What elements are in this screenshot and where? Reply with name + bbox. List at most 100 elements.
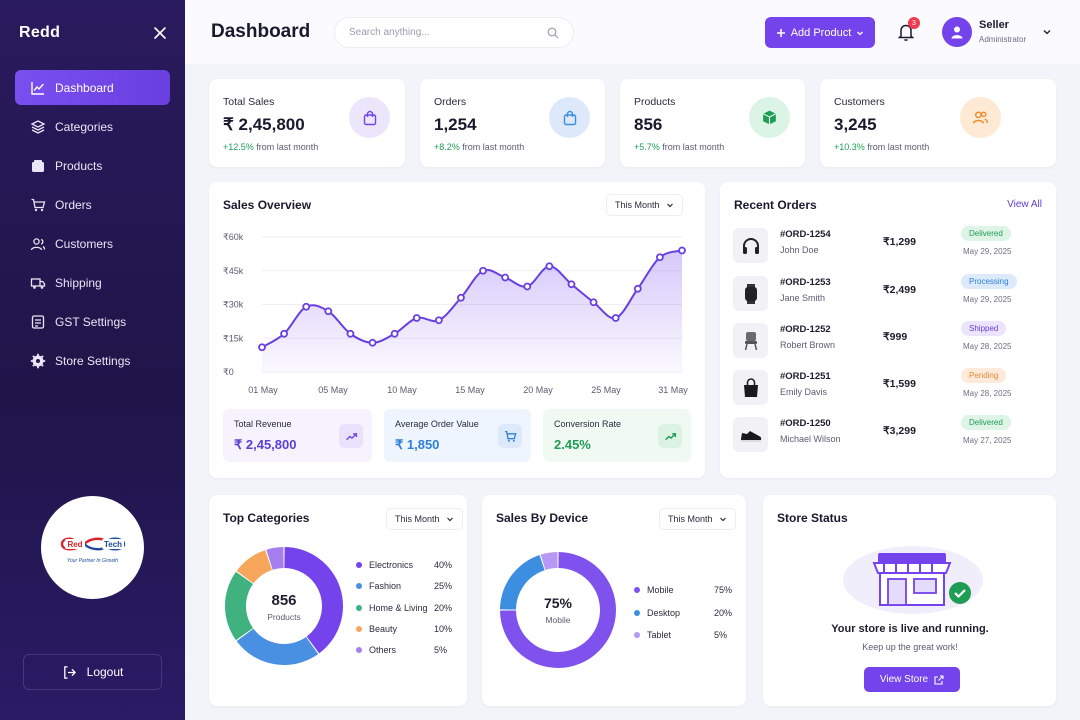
truck-icon xyxy=(30,277,46,289)
chart-line-icon xyxy=(31,81,44,95)
legend-label: Mobile xyxy=(647,585,674,595)
sidebar-item-label: GST Settings xyxy=(55,314,127,329)
period-dropdown[interactable]: This Month xyxy=(606,194,683,216)
legend-label: Tablet xyxy=(647,630,672,640)
stat-change: +12.5% from last month xyxy=(223,142,319,152)
sidebar-item-gst-settings[interactable]: GST Settings xyxy=(15,304,170,339)
kpi-average-order-value: Average Order Value ₹ 1,850 xyxy=(384,409,531,462)
storefront-icon xyxy=(843,546,983,614)
cart-icon xyxy=(498,424,522,448)
data-point xyxy=(280,329,289,338)
layers-icon xyxy=(30,119,46,134)
kpi-conversion-rate: Conversion Rate 2.45% xyxy=(543,409,691,462)
user-name: Seller xyxy=(979,19,1009,31)
x-tick-label: 25 May xyxy=(591,385,621,395)
y-tick-label: ₹60k xyxy=(223,232,244,242)
view-all-link[interactable]: View All xyxy=(1007,199,1042,210)
sidebar-item-label: Shipping xyxy=(55,275,102,290)
data-point xyxy=(346,329,355,338)
sidebar-item-dashboard[interactable]: Dashboard xyxy=(15,70,170,105)
sidebar-item-customers[interactable]: Customers xyxy=(15,226,170,261)
view-store-label: View Store xyxy=(879,674,929,685)
user-role: Administrator xyxy=(979,35,1027,44)
donut-slice xyxy=(500,555,545,610)
sales-line-chart: ₹0 ₹15k ₹30k ₹45k ₹60k 01 May 05 May 10 May 15 M… xyxy=(223,232,688,395)
card-title: Sales Overview xyxy=(223,198,312,212)
donut-slice xyxy=(284,547,343,654)
stat-card-orders: Orders 1,254 +8.2% from last month xyxy=(420,79,605,167)
view-store-button[interactable]: View Store xyxy=(864,667,960,692)
kpi-label: Total Revenue xyxy=(234,419,292,429)
device-donut-chart xyxy=(500,552,616,668)
trend-up-icon xyxy=(339,424,363,448)
legend-dot xyxy=(356,625,362,632)
shopping-bag-icon xyxy=(549,97,590,138)
period-dropdown[interactable]: This Month xyxy=(659,508,736,530)
period-dropdown[interactable]: This Month xyxy=(386,508,463,530)
stat-value: 1,254 xyxy=(434,115,477,134)
add-product-button[interactable]: Add Product xyxy=(765,17,875,48)
donut-center-label: Mobile xyxy=(545,615,571,625)
x-tick-label: 31 May xyxy=(658,385,688,395)
order-customer: John Doe xyxy=(780,245,819,255)
search-placeholder: Search anything... xyxy=(349,27,430,38)
data-point xyxy=(434,316,443,325)
order-row[interactable]: #ORD-1252 Robert Brown ₹999 Shipped May … xyxy=(733,319,1029,363)
series-area xyxy=(262,250,682,372)
legend-item: Tablet xyxy=(634,630,671,640)
order-date: May 29, 2025 xyxy=(963,247,1012,256)
logout-button[interactable]: Logout xyxy=(23,654,162,690)
kpi-label: Conversion Rate xyxy=(554,419,622,429)
legend-value: 20% xyxy=(714,607,733,618)
period-label: This Month xyxy=(395,514,440,524)
chevron-down-icon xyxy=(857,31,864,35)
kpi-value: 2.45% xyxy=(554,437,591,452)
handbag-icon xyxy=(733,370,768,405)
avatar[interactable] xyxy=(942,17,972,47)
sidebar-item-categories[interactable]: Categories xyxy=(15,109,170,144)
sidebar-item-store-settings[interactable]: Store Settings xyxy=(15,343,170,378)
sidebar: Redd Dashboard Categories Products Order… xyxy=(0,0,185,720)
kpi-total-revenue: Total Revenue ₹ 2,45,800 xyxy=(223,409,372,462)
card-title: Sales By Device xyxy=(496,511,589,525)
stat-title: Total Sales xyxy=(223,96,275,108)
search-input[interactable]: Search anything... xyxy=(334,17,574,48)
order-customer: Michael Wilson xyxy=(780,434,841,444)
top-categories-card: Top Categories This Month 856 Products E… xyxy=(209,495,467,706)
card-title: Top Categories xyxy=(223,511,310,525)
notification-badge: 3 xyxy=(908,17,920,29)
store-status-sub: Keep up the great work! xyxy=(862,642,958,652)
sidebar-item-label: Products xyxy=(55,158,103,173)
order-amount: ₹999 xyxy=(883,331,908,343)
sidebar-item-products[interactable]: Products xyxy=(15,148,170,183)
sales-overview-card: Sales Overview This Month ₹0 ₹15k ₹30k ₹45k… xyxy=(209,182,705,478)
legend-dot xyxy=(356,604,362,611)
data-point xyxy=(368,338,377,347)
data-point xyxy=(655,253,664,262)
legend-label: Fashion xyxy=(369,581,402,592)
infinity-logo-icon: Red Tech xyxy=(60,537,125,550)
chevron-down-icon[interactable] xyxy=(1042,27,1052,37)
order-date: May 28, 2025 xyxy=(963,389,1012,398)
donut-slice xyxy=(236,550,272,584)
order-amount: ₹1,299 xyxy=(883,236,916,248)
sales-by-device-card: Sales By Device This Month 75% Mobile Mo… xyxy=(482,495,746,706)
legend-value: 5% xyxy=(434,645,448,656)
sidebar-item-shipping[interactable]: Shipping xyxy=(15,265,170,300)
order-row[interactable]: #ORD-1251 Emily Davis ₹1,599 Pending May… xyxy=(733,366,1029,410)
close-icon[interactable] xyxy=(151,24,169,42)
top-bar: Dashboard Search anything... Add Product… xyxy=(185,0,1080,64)
bell-icon[interactable] xyxy=(897,22,915,42)
stat-value: 856 xyxy=(634,115,663,134)
order-row[interactable]: #ORD-1254 John Doe ₹1,299 Delivered May … xyxy=(733,224,1029,268)
sidebar-item-orders[interactable]: Orders xyxy=(15,187,170,222)
kpi-value: ₹ 2,45,800 xyxy=(234,437,297,452)
x-tick-label: 05 May xyxy=(318,385,348,395)
legend-dot xyxy=(356,583,362,590)
svg-text:Tech: Tech xyxy=(103,540,121,549)
legend-item: Electronics xyxy=(356,560,413,570)
order-row[interactable]: #ORD-1250 Michael Wilson ₹3,299 Delivere… xyxy=(733,413,1029,457)
order-row[interactable]: #ORD-1253 Jane Smith ₹2,499 Processing M… xyxy=(733,272,1029,316)
plus-icon xyxy=(776,28,785,37)
store-status-message: Your store is live and running. xyxy=(831,623,989,635)
